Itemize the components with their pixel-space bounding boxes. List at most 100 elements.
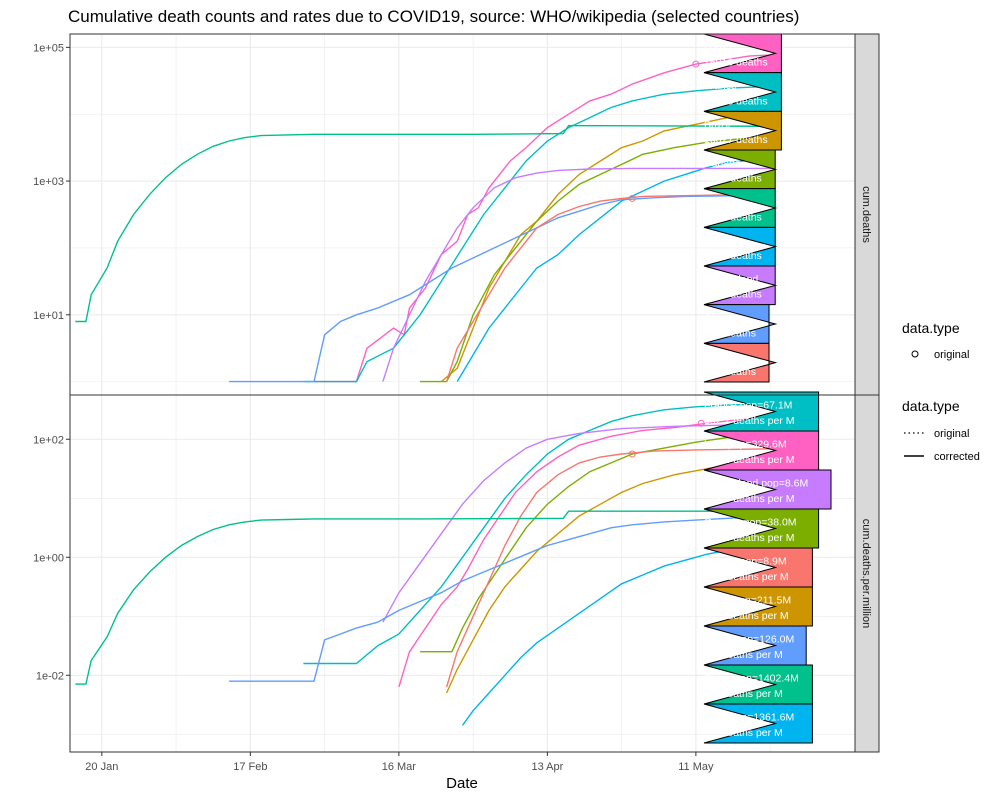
direct-label: India pop=1361.6M 1.6 deaths per M bbox=[703, 703, 813, 744]
direct-label: China pop=1402.4M 3.3 deaths per M bbox=[703, 664, 813, 705]
direct-label-box bbox=[703, 430, 820, 471]
direct-label-name: USA bbox=[704, 41, 726, 53]
direct-label-value: 233.4 deaths per M bbox=[704, 454, 794, 466]
x-tick-label: 20 Jan bbox=[85, 761, 118, 773]
direct-label-name: Switzerland bbox=[704, 273, 758, 285]
direct-label-name: India bbox=[704, 235, 727, 247]
direct-label: France 26338 deaths bbox=[703, 72, 782, 112]
direct-label-value: 4643 deaths bbox=[704, 211, 762, 223]
y-tick-label: 1e+05 bbox=[33, 42, 64, 54]
direct-label: India 2206 deaths bbox=[703, 226, 778, 267]
direct-label: Austria pop=8.9M 69.4 deaths per M bbox=[703, 547, 813, 588]
x-tick-label: 17 Feb bbox=[233, 761, 267, 773]
series-line-india bbox=[461, 544, 776, 726]
facet-strip-label: cum.deaths.per.million bbox=[860, 519, 872, 628]
facet-panel-0: 1e+01 1e+03 1e+05 USA 76916 deaths France 2633… bbox=[33, 33, 880, 396]
direct-label: Brazil pop=211.5M 50.3 deaths per M bbox=[703, 586, 813, 627]
facet-panel-1: 1e-02 1e+00 1e+02 France pop=67.1M 392.7 dea… bbox=[33, 391, 880, 753]
original-point-usa bbox=[692, 60, 700, 68]
direct-label-box bbox=[703, 226, 778, 267]
direct-label: Switzerland pop=8.6M 178.6 deaths per M bbox=[703, 469, 832, 510]
series-line-canada bbox=[420, 433, 776, 653]
direct-label-box bbox=[703, 149, 778, 190]
direct-label-name: Canada pop=38.0M bbox=[704, 517, 797, 529]
x-axis-ticks: 20 Jan 17 Feb 16 Mar 13 Apr 11 May bbox=[85, 752, 714, 773]
direct-label-value: 69.4 deaths per M bbox=[704, 571, 789, 583]
series-line-canada bbox=[420, 135, 776, 383]
direct-label-box bbox=[703, 625, 807, 666]
y-tick-label: 1e-02 bbox=[36, 670, 64, 682]
chart-title: Cumulative death counts and rates due to… bbox=[68, 7, 799, 26]
direct-label-box bbox=[703, 342, 778, 383]
legend-title: data.type bbox=[902, 320, 960, 336]
direct-label-value: 50.3 deaths per M bbox=[704, 610, 789, 622]
y-tick-label: 1e+01 bbox=[33, 310, 64, 322]
direct-label-value: 3.3 deaths per M bbox=[704, 688, 783, 700]
direct-label: China 4643 deaths bbox=[703, 188, 778, 228]
direct-label-box bbox=[703, 547, 813, 588]
facet-panels: 1e+01 1e+03 1e+05 USA 76916 deaths France 2633… bbox=[33, 33, 880, 753]
direct-label-value: 618 deaths bbox=[704, 366, 756, 378]
direct-label-name: Austria bbox=[704, 351, 737, 363]
direct-label: Brazil 10627 deaths bbox=[703, 110, 782, 151]
direct-label-box bbox=[703, 304, 778, 344]
panel-background bbox=[70, 395, 855, 752]
direct-label: Switzerland 1537 deaths bbox=[703, 265, 778, 306]
direct-label-name: Brazil bbox=[704, 119, 730, 131]
series-line-china bbox=[75, 124, 776, 323]
direct-label-value: 2206 deaths bbox=[704, 250, 762, 262]
direct-label: USA pop=329.6M 233.4 deaths per M bbox=[703, 430, 820, 471]
original-point-austria bbox=[628, 194, 636, 202]
direct-label-name: Switzerland pop=8.6M bbox=[704, 478, 808, 490]
legend-item: original bbox=[934, 349, 969, 361]
direct-label-box bbox=[703, 33, 782, 74]
direct-label: Canada 4728 deaths bbox=[703, 149, 778, 190]
y-tick-label: 1e+03 bbox=[33, 176, 64, 188]
direct-label-name: Japan pop=126.0M bbox=[704, 634, 794, 646]
original-point-austria bbox=[628, 450, 636, 458]
direct-label-value: 124.4 deaths per M bbox=[704, 532, 794, 544]
direct-label-name: Brazil pop=211.5M bbox=[704, 595, 791, 607]
series-line-japan bbox=[229, 194, 776, 383]
direct-label-name: China pop=1402.4M bbox=[704, 673, 799, 685]
direct-label-box bbox=[703, 72, 782, 112]
direct-label-box bbox=[703, 664, 813, 705]
direct-label: France pop=67.1M 392.7 deaths per M bbox=[703, 391, 820, 432]
facet-strip bbox=[854, 394, 880, 753]
direct-label-name: France pop=67.1M bbox=[704, 400, 792, 412]
direct-label-value: 178.6 deaths per M bbox=[704, 493, 794, 505]
direct-label: Japan pop=126.0M 4.9 deaths per M bbox=[703, 625, 807, 666]
direct-label-name: France bbox=[704, 80, 737, 92]
direct-label-value: 392.7 deaths per M bbox=[704, 415, 794, 427]
legend-title: data.type bbox=[902, 398, 960, 414]
direct-label-value: 76916 deaths bbox=[704, 57, 768, 69]
series-line-brazil bbox=[445, 456, 776, 694]
y-tick-label: 1e+02 bbox=[33, 434, 64, 446]
direct-label-name: Canada bbox=[704, 157, 741, 169]
direct-label-box bbox=[703, 110, 782, 151]
direct-label-value: 621 deaths bbox=[704, 327, 756, 339]
direct-label-box bbox=[703, 703, 813, 744]
direct-label-name: India pop=1361.6M bbox=[704, 712, 794, 724]
direct-label-name: China bbox=[704, 196, 732, 208]
direct-label-name: Japan bbox=[704, 312, 733, 324]
panel-background bbox=[70, 34, 855, 395]
series-line-japan bbox=[229, 515, 776, 682]
direct-label-name: Austria pop=8.9M bbox=[704, 556, 787, 568]
direct-label-value: 4.9 deaths per M bbox=[704, 649, 783, 661]
facet-strip-label: cum.deaths bbox=[860, 186, 872, 243]
direct-label-value: 4728 deaths bbox=[704, 173, 762, 185]
direct-label: Japan 621 deaths bbox=[703, 304, 778, 344]
direct-label-box bbox=[703, 469, 832, 510]
series-line-austria bbox=[445, 194, 776, 382]
series-line-switzerland bbox=[382, 167, 776, 382]
x-axis-label: Date bbox=[446, 775, 478, 792]
x-tick-label: 11 May bbox=[678, 761, 714, 773]
x-tick-label: 13 Apr bbox=[531, 761, 563, 773]
direct-label-value: 26338 deaths bbox=[704, 95, 768, 107]
direct-label: Austria 618 deaths bbox=[703, 342, 778, 383]
direct-label-box bbox=[703, 586, 813, 627]
legend-key-circle bbox=[911, 350, 919, 358]
series-line-india bbox=[456, 157, 776, 382]
